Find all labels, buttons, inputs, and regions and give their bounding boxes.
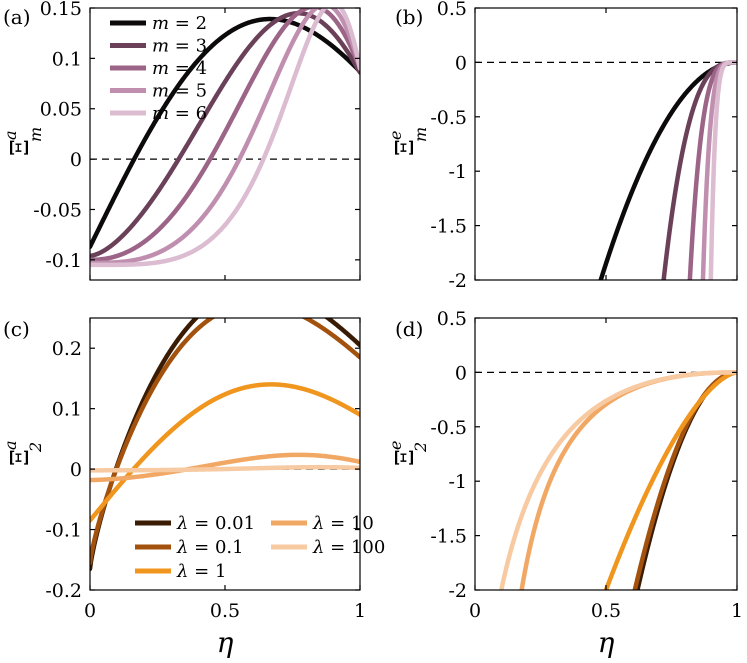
series-line-a-3 bbox=[90, 8, 360, 263]
x-tick-label: 0.5 bbox=[210, 600, 240, 622]
panel-label: (b) bbox=[395, 5, 423, 29]
series-group bbox=[499, 370, 737, 590]
y-axis-superscript: a bbox=[1, 440, 20, 450]
series-line-a-4 bbox=[90, 8, 360, 266]
y-tick-label: 0.1 bbox=[52, 48, 82, 70]
y-tick-label: 0.5 bbox=[437, 308, 467, 330]
y-tick-label: 0.2 bbox=[52, 338, 82, 360]
legend: m = 2m = 3m = 4m = 5m = 6 bbox=[110, 13, 207, 124]
legend-label: λ = 1 bbox=[176, 561, 226, 582]
series-group bbox=[90, 318, 360, 572]
legend-label: m = 2 bbox=[152, 13, 207, 34]
y-axis-label: Ξ2a bbox=[1, 440, 45, 466]
y-axis-symbol: Ξ bbox=[391, 449, 419, 466]
y-tick-label: 0.1 bbox=[52, 399, 82, 421]
plot-frame bbox=[474, 7, 738, 281]
y-tick-label: -1.5 bbox=[430, 526, 467, 548]
y-axis-symbol: Ξ bbox=[391, 139, 419, 156]
series-line-d-5 bbox=[499, 370, 737, 590]
x-tick-label: 0 bbox=[469, 600, 481, 622]
series-line-d-3 bbox=[603, 370, 737, 590]
series-line-b-2 bbox=[661, 60, 737, 280]
y-tick-label: 0.15 bbox=[40, 0, 82, 20]
y-tick-label: 0.5 bbox=[437, 0, 467, 20]
y-axis-superscript: e bbox=[386, 441, 405, 450]
series-line-a-1 bbox=[90, 16, 360, 250]
y-axis-label: Ξma bbox=[1, 127, 45, 156]
y-tick-label: 0 bbox=[70, 149, 82, 171]
legend-label: m = 5 bbox=[152, 81, 207, 102]
y-axis-subscript: m bbox=[411, 127, 430, 142]
y-axis-symbol: Ξ bbox=[6, 139, 34, 156]
x-tick-label: 1 bbox=[731, 600, 743, 622]
series-line-a-2 bbox=[90, 11, 360, 259]
y-axis-symbol: Ξ bbox=[6, 449, 34, 466]
x-tick-label: 0 bbox=[84, 600, 96, 622]
y-tick-label: -2 bbox=[448, 270, 467, 292]
legend: λ = 0.01 λ = 0.1 λ = 1 λ = 10 λ = 100 bbox=[135, 513, 385, 582]
y-tick-label: -1.5 bbox=[430, 216, 467, 238]
legend-label: λ = 0.1 bbox=[176, 537, 244, 558]
legend-label: m = 6 bbox=[152, 103, 207, 124]
y-tick-label: -0.1 bbox=[45, 250, 82, 272]
panel-b: -2 -1.5 -1 -0.5 0 0.5 (b) Ξme bbox=[386, 0, 738, 292]
series-line-a-5 bbox=[90, 8, 360, 268]
x-axis-label: η bbox=[217, 626, 234, 659]
series-line-c-5 bbox=[90, 464, 360, 473]
y-axis-superscript: a bbox=[1, 130, 20, 140]
y-tick-label: -1 bbox=[448, 471, 467, 493]
y-tick-label: 0.05 bbox=[40, 99, 82, 121]
x-tick-label: 1 bbox=[354, 600, 366, 622]
legend-label: λ = 100 bbox=[312, 537, 385, 558]
x-axis-label: η bbox=[598, 626, 615, 659]
legend-label: m = 4 bbox=[152, 58, 207, 79]
y-axis-label: Ξ2e bbox=[386, 441, 430, 466]
y-axis-subscript: 2 bbox=[411, 442, 430, 453]
series-group bbox=[598, 60, 737, 280]
y-tick-label: -0.5 bbox=[430, 107, 467, 129]
y-axis-label: Ξme bbox=[386, 127, 430, 156]
legend-label: m = 3 bbox=[152, 36, 207, 57]
series-group bbox=[90, 8, 360, 268]
y-tick-label: -0.5 bbox=[430, 417, 467, 439]
y-tick-label: -0.1 bbox=[45, 520, 82, 542]
plot-frame bbox=[474, 317, 738, 591]
panel-label: (a) bbox=[3, 5, 31, 29]
y-axis-superscript: e bbox=[386, 131, 405, 140]
x-tick-label: 0.5 bbox=[591, 600, 621, 622]
series-line-c-2 bbox=[90, 318, 360, 566]
y-axis-subscript: m bbox=[26, 127, 45, 142]
y-tick-label: 0 bbox=[70, 459, 82, 481]
y-tick-label: -0.2 bbox=[45, 580, 82, 602]
series-line-b-1 bbox=[598, 60, 737, 280]
panel-label: (d) bbox=[395, 317, 423, 341]
y-tick-label: -0.05 bbox=[33, 199, 82, 221]
panel-d: 0 0.5 1 -2 -1.5 -1 -0.5 0 0.5 (d) Ξ2e η bbox=[386, 308, 743, 659]
series-line-b-3 bbox=[687, 60, 737, 280]
y-tick-label: 0 bbox=[455, 362, 467, 384]
series-line-c-3 bbox=[90, 382, 360, 523]
y-axis-subscript: 2 bbox=[26, 442, 45, 453]
panel-label: (c) bbox=[3, 317, 30, 341]
y-tick-label: -2 bbox=[448, 580, 467, 602]
plot-frame bbox=[89, 7, 361, 281]
legend-label: λ = 10 bbox=[312, 513, 374, 534]
legend-label: λ = 0.01 bbox=[176, 513, 255, 534]
y-tick-label: 0 bbox=[455, 52, 467, 74]
y-tick-label: -1 bbox=[448, 161, 467, 183]
series-line-c-4 bbox=[90, 452, 360, 483]
